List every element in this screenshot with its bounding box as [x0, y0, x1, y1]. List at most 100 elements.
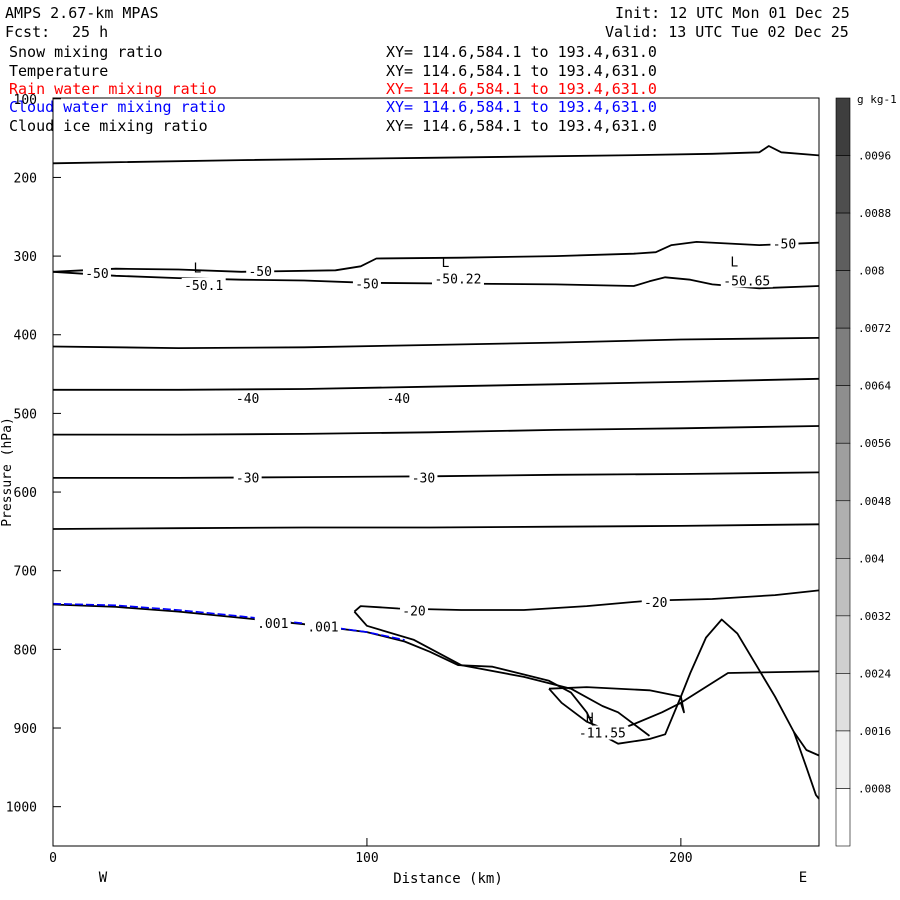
west-label: W	[99, 870, 108, 886]
contour-isotherm-minus40	[53, 377, 820, 391]
field-name-cloud-ice: Cloud ice mixing ratio	[9, 117, 208, 135]
colorbar-label: .0024	[858, 667, 891, 680]
contour-label-bg	[304, 619, 341, 634]
field-name-temperature: Temperature	[9, 62, 109, 80]
forecast-label: Fcst:	[5, 23, 51, 41]
extremum-marker: L	[730, 255, 738, 270]
field-xy-cloud-water: XY= 114.6,584.1 to 193.4,631.0	[386, 98, 657, 116]
x-tick-label: 0	[49, 851, 57, 866]
y-tick-label: 700	[14, 565, 37, 580]
colorbar-label: .0088	[858, 207, 891, 220]
contour-label-bg	[233, 391, 262, 406]
contour-label-bg	[409, 470, 438, 485]
colorbar-label: .0072	[858, 322, 891, 335]
colorbar-label: .0048	[858, 495, 891, 508]
init-time: Init: 12 UTC Mon 01 Dec 25	[615, 4, 850, 22]
y-tick-label: 800	[14, 643, 37, 658]
colorbar-label: .0064	[858, 380, 891, 393]
y-tick-label: 200	[14, 171, 37, 186]
contour-label-bg	[431, 271, 484, 286]
y-tick-label: 600	[14, 486, 37, 501]
extremum-marker: L	[442, 256, 450, 271]
contour-label: -40	[387, 392, 410, 407]
contour-layer	[52, 145, 820, 800]
contour-label-bg	[254, 616, 291, 631]
cloud-water-contour	[52, 602, 405, 641]
contour-terrain	[52, 603, 820, 757]
contour-label: -30	[236, 472, 259, 487]
y-tick-label: 1000	[6, 801, 37, 816]
field-xy-temperature: XY= 114.6,584.1 to 193.4,631.0	[386, 62, 657, 80]
contour-label: .001	[307, 620, 338, 635]
valid-time: Valid: 13 UTC Tue 02 Dec 25	[605, 23, 849, 41]
colorbar-label: .0008	[858, 782, 891, 795]
contour-isotherm-minus50-upper	[52, 241, 820, 273]
contour-label: -20	[402, 605, 425, 620]
colorbar-bin	[835, 442, 851, 502]
colorbar-units: g kg-1	[857, 93, 897, 106]
field-name-rain: Rain water mixing ratio	[9, 80, 217, 98]
contour-label: -40	[236, 392, 259, 407]
colorbar-label: .0032	[858, 610, 891, 623]
contour-isotherm-east-surface	[680, 670, 820, 704]
colorbar-label: .0056	[858, 437, 891, 450]
x-tick-label: 100	[355, 851, 378, 866]
label-layer: -50 -50 -50 -50 -50.1 -50.22 -50.65 -40 -40 -30 -3…	[82, 236, 799, 742]
y-tick-label: 900	[14, 722, 37, 737]
colorbar-bin	[835, 788, 851, 847]
contour-label-bg	[770, 236, 799, 251]
contour-label-bg	[352, 276, 381, 291]
colorbar-bin	[835, 97, 851, 156]
field-name-snow: Snow mixing ratio	[9, 43, 163, 61]
contour-label-bg	[384, 391, 413, 406]
x-tick-label: 200	[669, 851, 692, 866]
contour-label: -11.55	[579, 727, 626, 742]
field-xy-cloud-ice: XY= 114.6,584.1 to 193.4,631.0	[386, 117, 657, 135]
contour-isotherm-minus40-upper	[52, 337, 820, 349]
colorbar-bin	[835, 155, 851, 214]
colorbar-bin	[835, 270, 851, 329]
axis-layer: 0 100 200 100 200 300 400 500 600 700 800 900 1000	[6, 93, 693, 866]
contour-label-bg	[82, 266, 111, 281]
contour-label: -30	[412, 472, 435, 487]
contour-isotherm-180	[52, 145, 820, 165]
y-tick-label: 500	[14, 407, 37, 422]
contour-isotherm-minus35	[53, 425, 820, 436]
y-tick-label: 300	[14, 250, 37, 265]
colorbar-label: .0016	[858, 725, 891, 738]
colorbar-bin	[835, 558, 851, 617]
contour-label-bg	[246, 263, 275, 278]
colorbar-label: .0096	[858, 150, 891, 163]
colorbar-label: .004	[858, 552, 885, 565]
plot-frame	[52, 97, 820, 847]
contour-terrain-east-dip	[793, 731, 820, 800]
x-axis-title: Distance (km)	[393, 871, 503, 887]
field-name-cloud-water: Cloud water mixing ratio	[9, 98, 226, 116]
contour-isotherm-minus25	[52, 523, 820, 530]
colorbar-bin	[835, 212, 851, 271]
contour-label: -50.22	[434, 273, 481, 288]
forecast-value: 25 h	[72, 23, 109, 41]
colorbar-bin	[835, 730, 851, 789]
colorbar-bin	[835, 327, 851, 386]
contour-isotherm-closed-loop	[548, 686, 685, 733]
contour-label: -50	[355, 277, 378, 292]
colorbar-bin	[835, 615, 851, 674]
contour-label-bg	[576, 725, 629, 740]
contour-label-bg	[641, 594, 670, 609]
contour-isotherm-minus20-inner	[353, 611, 651, 737]
contour-label-bg	[181, 277, 226, 292]
contour-isotherm-minus20	[353, 589, 820, 613]
contour-label: -50	[85, 267, 108, 282]
y-tick-label: 100	[14, 93, 37, 108]
contour-label: .001	[257, 617, 288, 632]
contour-label-bg	[720, 273, 773, 288]
field-xy-rain: XY= 114.6,584.1 to 193.4,631.0	[386, 80, 657, 98]
contour-label: -50	[773, 237, 796, 252]
colorbar-label: .008	[858, 265, 885, 278]
contour-label: -50	[248, 265, 271, 280]
contour-label-bg	[233, 470, 262, 485]
colorbar-bin	[835, 385, 851, 444]
contour-label: -50.1	[184, 279, 223, 294]
